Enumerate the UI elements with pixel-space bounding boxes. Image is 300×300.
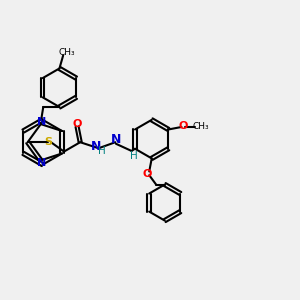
Text: N: N	[111, 133, 121, 146]
Text: N: N	[37, 158, 46, 168]
Text: S: S	[44, 137, 52, 147]
Text: O: O	[178, 122, 188, 131]
Text: H: H	[98, 146, 106, 156]
Text: N: N	[91, 140, 101, 153]
Text: H: H	[130, 151, 138, 160]
Text: O: O	[72, 118, 82, 129]
Text: CH₃: CH₃	[58, 48, 75, 57]
Text: O: O	[142, 169, 152, 179]
Text: N: N	[37, 117, 46, 127]
Text: CH₃: CH₃	[193, 122, 209, 131]
